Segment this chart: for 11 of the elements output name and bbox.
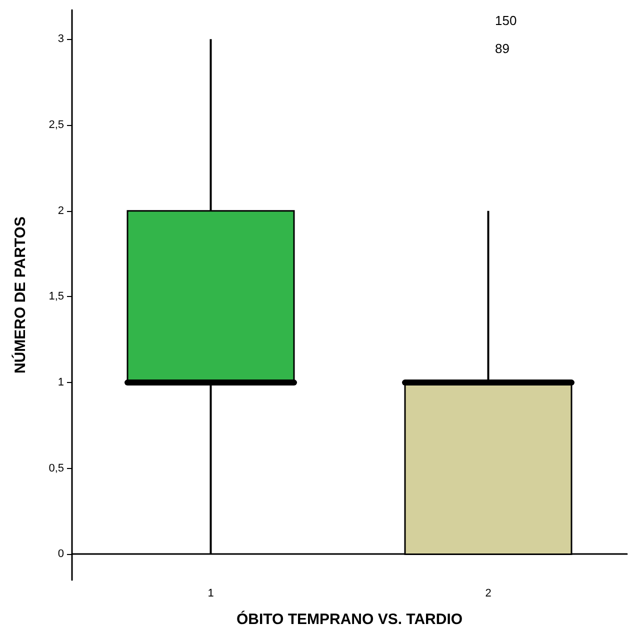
y-tick-label: 2,5 (48, 119, 64, 132)
y-tick-label: 1,5 (48, 290, 64, 303)
y-tick-label: 3 (58, 33, 64, 46)
y-tick-label: 0,5 (48, 462, 64, 474)
y-tick-label: 2 (58, 204, 64, 217)
annotation: 150 (495, 13, 517, 28)
x-axis-title: ÓBITO TEMPRANO VS. TARDIO (236, 610, 463, 628)
y-tick-label: 0 (58, 548, 64, 560)
y-axis-title: NÚMERO DE PARTOS (11, 216, 29, 374)
annotation: 89 (495, 41, 510, 56)
y-tick-label: 1 (58, 376, 64, 389)
